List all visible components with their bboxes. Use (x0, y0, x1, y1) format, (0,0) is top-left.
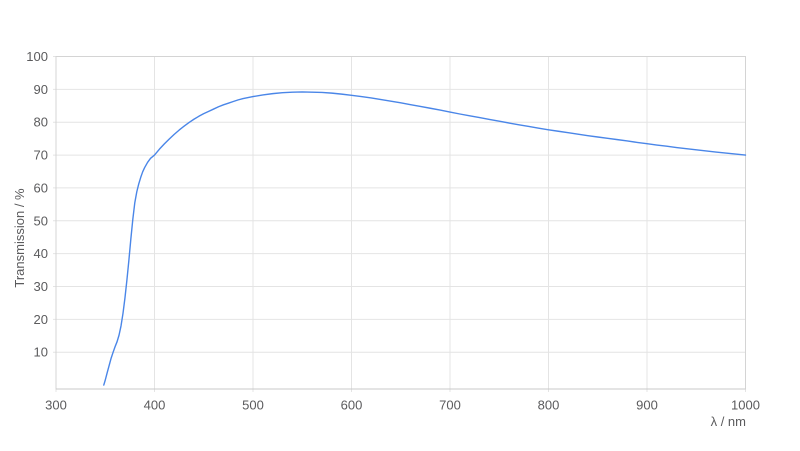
y-tick-label: 40 (34, 246, 48, 261)
y-tick-label: 50 (34, 213, 48, 228)
y-tick-label: 30 (34, 279, 48, 294)
x-tick-label: 800 (538, 398, 560, 413)
x-tick-label: 900 (636, 398, 658, 413)
y-tick-label: 10 (34, 345, 48, 360)
grid-layer (53, 56, 746, 392)
plot-border (55, 56, 746, 390)
x-tick-label: 300 (45, 398, 67, 413)
x-tick-label: 1000 (731, 398, 760, 413)
y-axis-title: Transmission / % (12, 188, 27, 288)
y-tick-label: 90 (34, 82, 48, 97)
x-tick-label: 500 (242, 398, 264, 413)
x-tick-label: 700 (439, 398, 461, 413)
y-tick-label: 70 (34, 148, 48, 163)
x-tick-label: 400 (144, 398, 166, 413)
y-tick-label: 100 (26, 49, 48, 64)
x-tick-label: 600 (341, 398, 363, 413)
y-tick-label: 20 (34, 312, 48, 327)
label-layer: 10 20 30 40 50 60 70 80 90 100 300 400 500 600 700 800 9… (26, 49, 760, 413)
y-tick-label: 80 (34, 115, 48, 130)
series-layer (103, 91, 747, 386)
y-tick-label: 60 (34, 180, 48, 195)
series-line (103, 91, 747, 386)
x-axis-title: λ / nm (711, 414, 746, 429)
